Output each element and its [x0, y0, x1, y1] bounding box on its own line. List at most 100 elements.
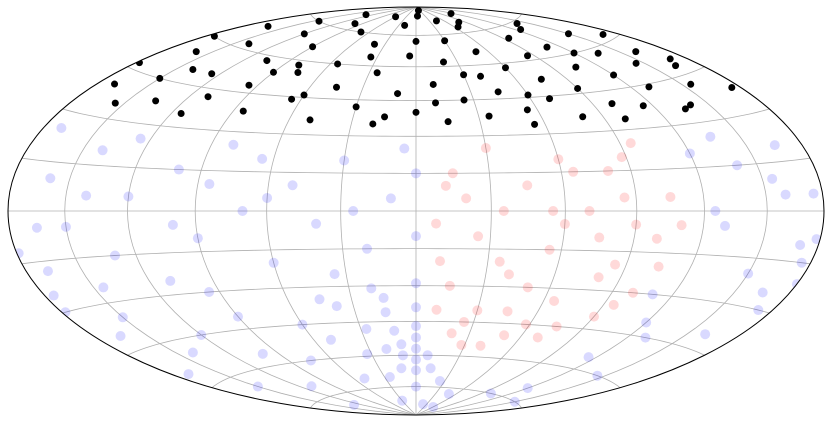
- point: [411, 278, 421, 289]
- point: [551, 321, 562, 332]
- point: [795, 239, 806, 250]
- point: [720, 220, 731, 231]
- parallel: [21, 248, 811, 265]
- point: [647, 289, 658, 300]
- point: [728, 84, 736, 92]
- point: [177, 109, 185, 117]
- point: [599, 30, 607, 38]
- point: [411, 231, 421, 242]
- point: [167, 219, 178, 230]
- point: [245, 81, 253, 89]
- point: [687, 101, 695, 109]
- point: [305, 355, 316, 366]
- point: [288, 95, 296, 103]
- point: [610, 259, 621, 270]
- point: [522, 180, 533, 191]
- point: [443, 389, 454, 400]
- point: [608, 299, 619, 310]
- point: [414, 7, 422, 15]
- point: [115, 331, 126, 342]
- point: [494, 88, 502, 96]
- point: [348, 206, 359, 216]
- grid: [8, 6, 824, 416]
- point: [173, 164, 184, 175]
- point: [603, 165, 614, 176]
- point: [434, 376, 445, 387]
- point: [592, 370, 603, 381]
- point: [311, 218, 322, 229]
- point: [412, 37, 420, 45]
- parallel: [127, 66, 705, 102]
- point: [339, 155, 350, 166]
- point: [524, 52, 532, 60]
- point: [665, 191, 676, 202]
- point: [411, 168, 421, 179]
- point: [610, 71, 618, 79]
- point: [373, 69, 381, 77]
- point: [579, 113, 587, 121]
- point: [401, 21, 409, 29]
- point: [472, 305, 483, 316]
- point: [357, 28, 365, 36]
- point: [314, 294, 325, 305]
- point: [239, 107, 247, 115]
- point: [60, 221, 71, 232]
- point: [524, 91, 532, 99]
- point: [705, 131, 716, 142]
- point: [681, 105, 689, 113]
- point: [588, 311, 599, 322]
- parallel: [62, 108, 770, 137]
- point: [381, 343, 392, 354]
- point: [666, 55, 674, 63]
- point: [485, 388, 496, 399]
- point: [460, 71, 468, 79]
- point: [196, 329, 207, 340]
- point: [757, 287, 768, 298]
- point: [672, 62, 680, 70]
- point: [780, 189, 791, 200]
- point: [616, 152, 627, 163]
- point: [208, 70, 216, 78]
- point: [767, 173, 778, 184]
- point: [499, 330, 510, 341]
- point: [399, 143, 410, 154]
- point: [700, 329, 711, 340]
- point: [413, 12, 421, 20]
- point: [564, 30, 572, 38]
- point: [362, 11, 370, 19]
- point: [117, 312, 128, 323]
- point: [440, 58, 448, 66]
- parallel: [21, 157, 811, 174]
- point: [447, 10, 455, 18]
- parallel: [310, 13, 522, 36]
- point: [42, 266, 53, 277]
- point: [396, 363, 407, 374]
- point: [460, 96, 468, 104]
- point: [509, 396, 520, 407]
- point: [257, 153, 268, 164]
- point: [252, 381, 263, 392]
- point: [594, 49, 602, 57]
- point: [593, 272, 604, 283]
- point: [429, 80, 437, 88]
- point: [361, 323, 372, 334]
- point: [513, 20, 521, 28]
- point: [48, 290, 59, 301]
- point: [632, 59, 640, 67]
- point: [520, 319, 531, 330]
- point: [594, 232, 605, 243]
- point: [397, 350, 408, 361]
- point: [472, 48, 480, 56]
- point: [396, 339, 407, 350]
- point: [269, 68, 277, 76]
- point: [367, 53, 375, 61]
- point: [808, 188, 819, 199]
- point: [425, 363, 436, 374]
- point: [183, 369, 194, 380]
- point: [608, 100, 616, 108]
- point: [440, 180, 451, 191]
- point: [384, 371, 395, 382]
- point: [684, 148, 695, 159]
- point: [418, 399, 429, 410]
- point: [456, 339, 467, 350]
